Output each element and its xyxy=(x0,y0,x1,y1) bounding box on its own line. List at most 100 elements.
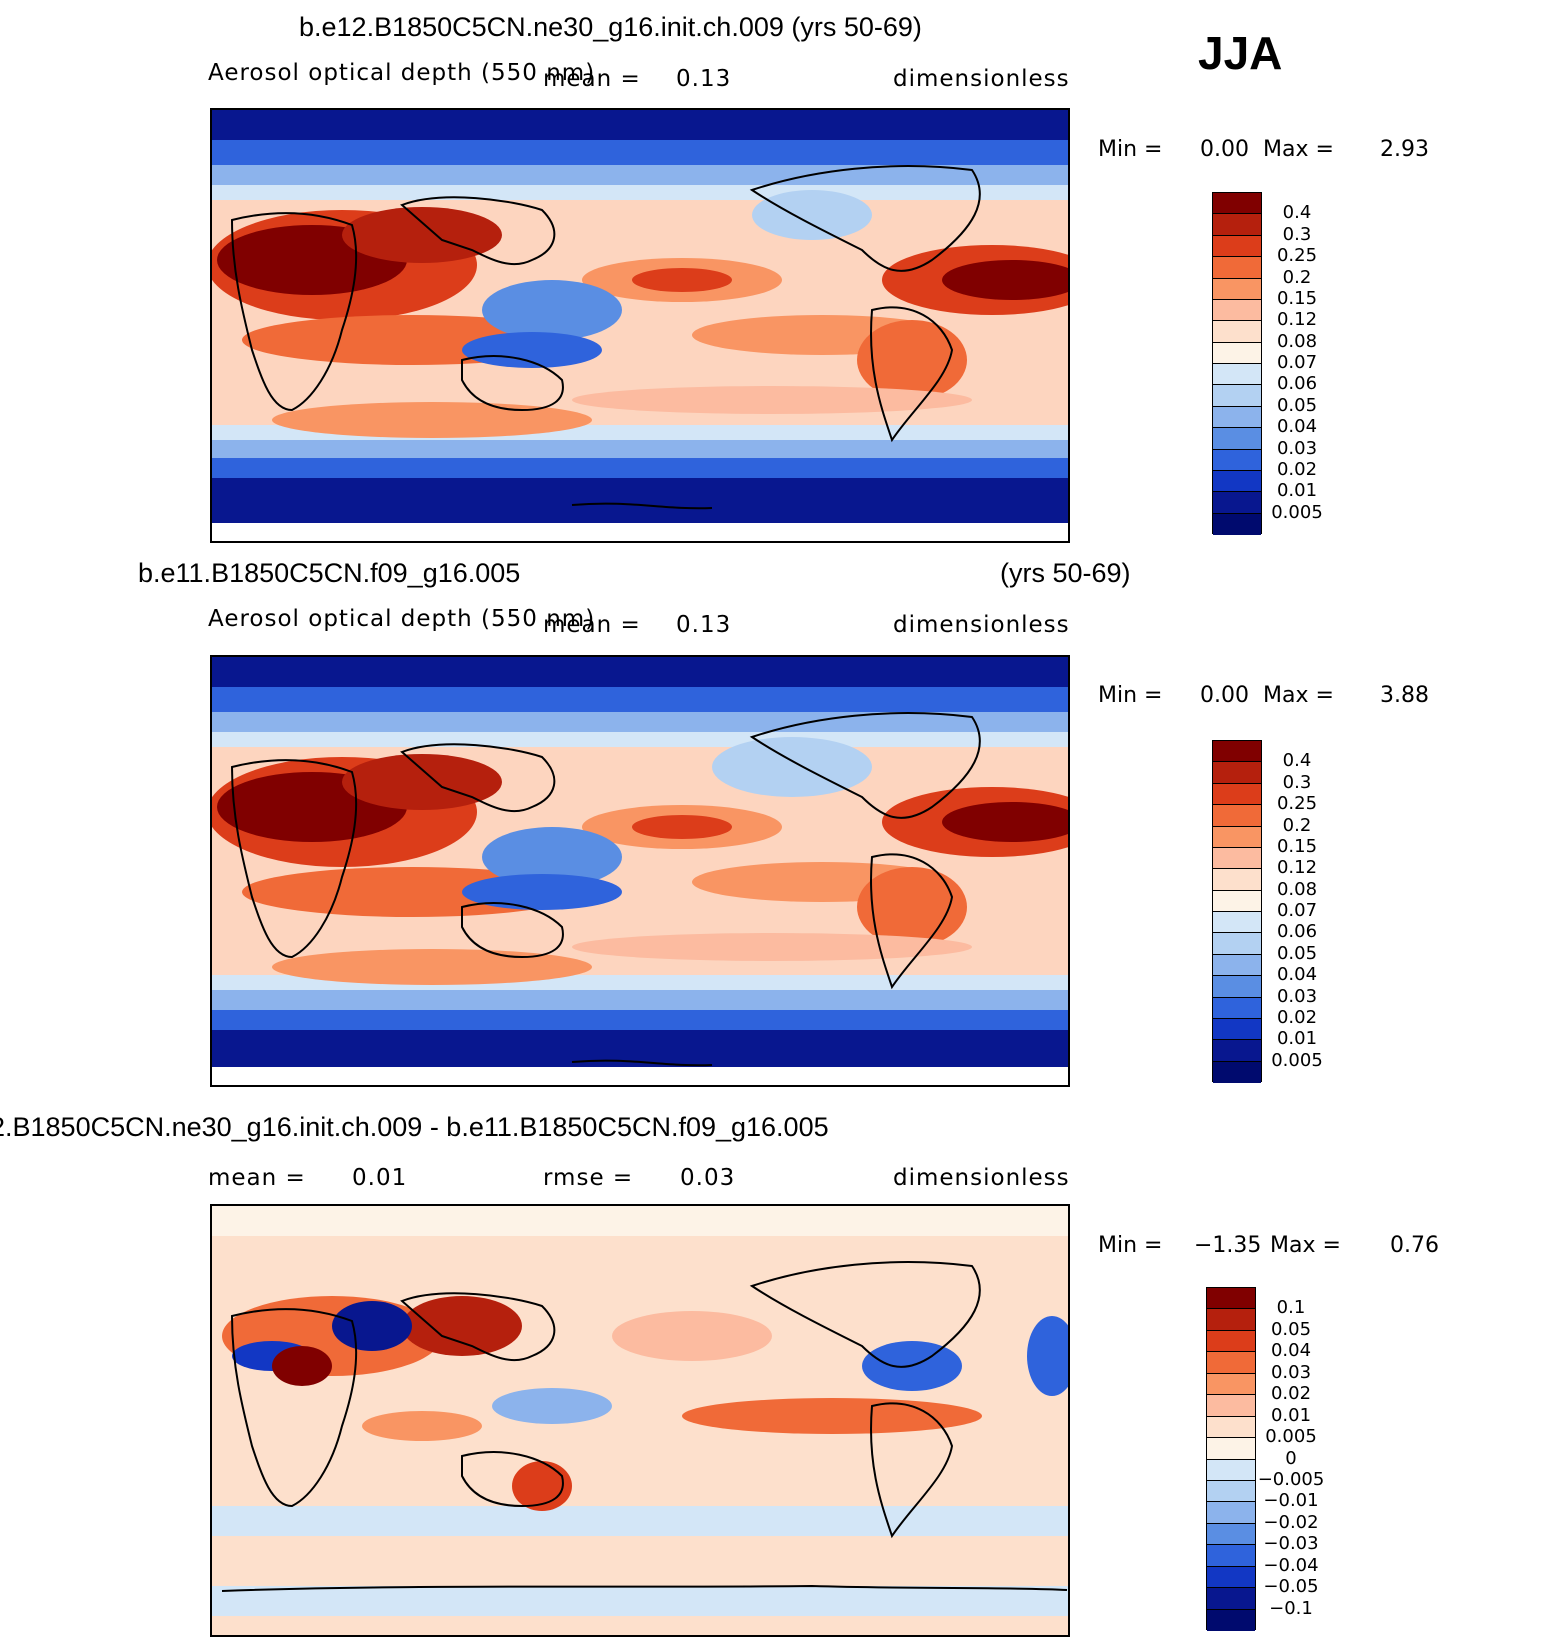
colorbar-swatch xyxy=(1207,1459,1255,1481)
colorbar-label: −0.1 xyxy=(1269,1597,1313,1619)
colorbar-swatch xyxy=(1213,826,1261,848)
colorbar-swatch xyxy=(1207,1288,1255,1310)
colorbar-label: −0.01 xyxy=(1263,1490,1319,1512)
season-label: JJA xyxy=(1198,27,1283,79)
panel2-map xyxy=(210,655,1070,1087)
colorbar-label: −0.03 xyxy=(1263,1533,1319,1555)
colorbar-swatch xyxy=(1213,1061,1261,1083)
panel2-max-label: Max = xyxy=(1263,683,1334,708)
colorbar-swatch xyxy=(1213,449,1261,471)
colorbar-label: 0.07 xyxy=(1276,900,1318,921)
panel3-rmse-label: rmse = xyxy=(543,1165,634,1191)
panel2-colorbar xyxy=(1212,740,1262,1083)
panel1-max-label: Max = xyxy=(1263,137,1334,162)
colorbar-label: −0.005 xyxy=(1257,1468,1325,1490)
panel3-rmse-value: 0.03 xyxy=(680,1165,736,1191)
colorbar-swatch xyxy=(1213,385,1261,407)
colorbar-swatch xyxy=(1207,1502,1255,1524)
colorbar-swatch xyxy=(1207,1545,1255,1567)
colorbar-swatch xyxy=(1213,976,1261,998)
panel3-units: dimensionless xyxy=(893,1165,1070,1191)
colorbar-swatch xyxy=(1207,1566,1255,1589)
colorbar-swatch xyxy=(1213,847,1261,870)
panel2-title: b.e11.B1850C5CN.f09_g16.005 xyxy=(138,558,521,588)
colorbar-swatch xyxy=(1213,406,1261,429)
colorbar-swatch xyxy=(1213,364,1261,386)
colorbar-label: 0.03 xyxy=(1270,1361,1312,1383)
colorbar-swatch xyxy=(1213,492,1261,514)
colorbar-swatch xyxy=(1213,257,1261,279)
colorbar-swatch xyxy=(1213,214,1261,236)
colorbar-swatch xyxy=(1207,1309,1255,1331)
colorbar-swatch xyxy=(1207,1395,1255,1417)
colorbar-swatch xyxy=(1213,278,1261,300)
colorbar-label: 0.04 xyxy=(1276,416,1318,438)
colorbar-swatch xyxy=(1213,299,1261,322)
colorbar-swatch xyxy=(1207,1480,1255,1503)
colorbar-label: 0.05 xyxy=(1276,942,1318,964)
colorbar-swatch xyxy=(1213,933,1261,955)
colorbar-swatch xyxy=(1213,342,1261,364)
panel3-min-value: −1.35 xyxy=(1194,1233,1262,1258)
colorbar-swatch xyxy=(1213,1018,1261,1041)
panel2-units: dimensionless xyxy=(893,612,1070,638)
panel3-mean-value: 0.01 xyxy=(352,1165,408,1191)
colorbar-label: 0.02 xyxy=(1276,1006,1318,1028)
colorbar-label: 0.01 xyxy=(1270,1404,1312,1426)
panel3-title: 2.B1850C5CN.ne30_g16.init.ch.009 - b.e11… xyxy=(0,1112,829,1142)
colorbar-label: 0.02 xyxy=(1270,1383,1312,1405)
colorbar-label: −0.04 xyxy=(1263,1554,1319,1576)
panel1-units: dimensionless xyxy=(893,66,1070,92)
colorbar-label: 0.005 xyxy=(1271,501,1323,523)
panel1-map-plot xyxy=(212,110,1068,541)
colorbar-label: 0.01 xyxy=(1276,480,1318,502)
panel2-variable: Aerosol optical depth (550 nm) xyxy=(208,606,596,632)
panel3-mean-label: mean = xyxy=(208,1165,306,1191)
colorbar-label: 0.4 xyxy=(1282,202,1312,224)
colorbar-label: 0.01 xyxy=(1276,1028,1318,1050)
colorbar-swatch xyxy=(1213,513,1261,535)
colorbar-label: 0.25 xyxy=(1276,793,1318,815)
colorbar-label: 0.06 xyxy=(1276,921,1318,943)
panel2-max-value: 3.88 xyxy=(1380,683,1429,708)
colorbar-swatch xyxy=(1207,1330,1255,1353)
colorbar-label: 0.005 xyxy=(1271,1049,1323,1071)
colorbar-swatch xyxy=(1213,783,1261,806)
colorbar-label: 0.15 xyxy=(1276,287,1318,309)
colorbar-label: 0.15 xyxy=(1276,835,1318,857)
colorbar-label: 0.03 xyxy=(1276,437,1318,459)
colorbar-label: 0.1 xyxy=(1276,1297,1306,1319)
colorbar-label: 0.03 xyxy=(1276,985,1318,1007)
colorbar-swatch xyxy=(1213,762,1261,784)
colorbar-label: −0.02 xyxy=(1263,1511,1319,1533)
colorbar-label: 0.3 xyxy=(1282,771,1312,793)
panel3-map-plot xyxy=(212,1206,1068,1635)
colorbar-swatch xyxy=(1213,869,1261,891)
colorbar-swatch xyxy=(1213,428,1261,450)
panel1-min-label: Min = xyxy=(1098,137,1163,162)
colorbar-swatch xyxy=(1207,1609,1255,1631)
colorbar-label: 0.4 xyxy=(1282,750,1312,772)
colorbar-label: 0.2 xyxy=(1282,814,1312,836)
panel3-max-label: Max = xyxy=(1270,1233,1341,1258)
colorbar-label: 0.05 xyxy=(1276,394,1318,416)
colorbar-label: 0 xyxy=(1285,1447,1297,1469)
colorbar-swatch xyxy=(1213,890,1261,912)
panel3-title-clip: 2.B1850C5CN.ne30_g16.init.ch.009 - b.e11… xyxy=(0,1110,1544,1150)
colorbar-swatch xyxy=(1213,1040,1261,1062)
panel1-title: b.e12.B1850C5CN.ne30_g16.init.ch.009 (yr… xyxy=(299,12,922,42)
panel3-colorbar xyxy=(1206,1287,1256,1631)
colorbar-swatch xyxy=(1213,997,1261,1019)
colorbar-label: 0.06 xyxy=(1276,373,1318,395)
colorbar-swatch xyxy=(1207,1523,1255,1546)
panel2-mean-label: mean = xyxy=(543,612,641,638)
panel1-max-value: 2.93 xyxy=(1380,137,1429,162)
panel1-mean-value: 0.13 xyxy=(676,66,732,92)
colorbar-swatch xyxy=(1207,1416,1255,1439)
panel3-max-value: 0.76 xyxy=(1390,1233,1439,1258)
colorbar-swatch xyxy=(1213,321,1261,343)
panel2-min-value: 0.00 xyxy=(1200,683,1249,708)
colorbar-swatch xyxy=(1213,741,1261,763)
colorbar-label: 0.04 xyxy=(1270,1340,1312,1362)
colorbar-swatch xyxy=(1213,805,1261,827)
